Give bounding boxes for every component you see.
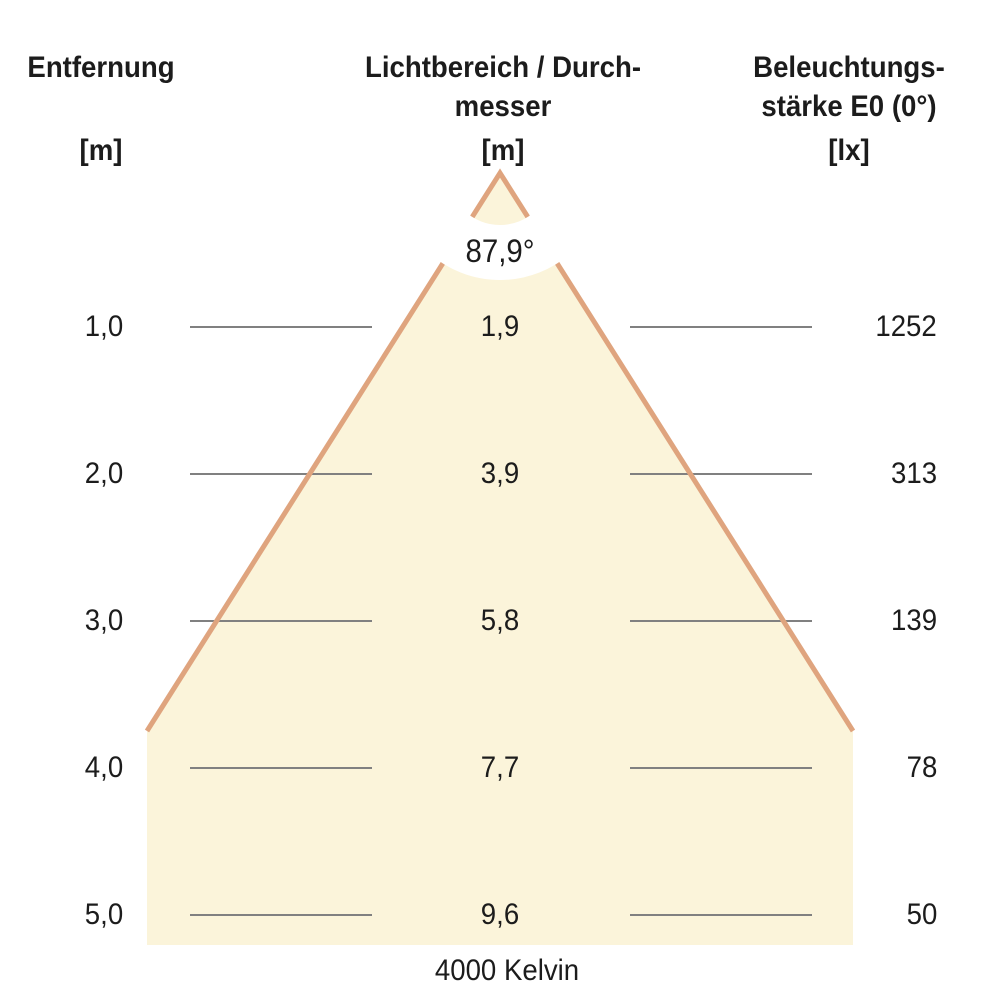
beam-angle-arc-mask	[393, 66, 607, 280]
column-header-distance: Entfernung	[27, 51, 175, 84]
diameter-value: 7,7	[480, 751, 520, 784]
light-cone-edges	[144, 168, 856, 733]
column-unit-illuminance: [lx]	[828, 134, 870, 167]
illuminance-value: 50	[906, 898, 937, 931]
illuminance-value: 1252	[875, 310, 937, 343]
distance-value: 4,0	[84, 751, 124, 784]
distance-value: 2,0	[84, 457, 124, 490]
column-header-illuminance-line2: stärke E0 (0°)	[761, 90, 937, 123]
diameter-value: 9,6	[480, 898, 520, 931]
distance-value: 3,0	[84, 604, 124, 637]
illuminance-value: 313	[890, 457, 937, 490]
illuminance-value: 78	[906, 751, 937, 784]
column-header-illuminance-line1: Beleuchtungs-	[753, 51, 945, 84]
distance-value: 5,0	[84, 898, 124, 931]
column-unit-distance: [m]	[79, 134, 123, 167]
color-temperature-label: 4000 Kelvin	[434, 954, 580, 987]
column-header-diameter-line1: Lichtbereich / Durch-	[364, 51, 642, 84]
row-tick-lines	[190, 326, 812, 916]
distance-value: 1,0	[84, 310, 124, 343]
illuminance-value: 139	[890, 604, 937, 637]
diameter-value: 1,9	[480, 310, 520, 343]
diameter-value: 3,9	[480, 457, 520, 490]
column-header-diameter-line2: messer	[454, 90, 552, 123]
diameter-value: 5,8	[480, 604, 520, 637]
beam-angle-label: 87,9°	[465, 233, 535, 269]
light-cone-fill	[147, 173, 853, 945]
column-unit-diameter: [m]	[481, 134, 525, 167]
